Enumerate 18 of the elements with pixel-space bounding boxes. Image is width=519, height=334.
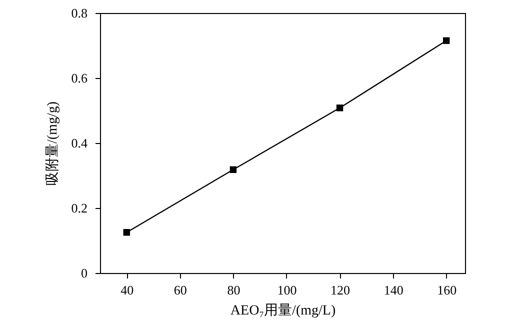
- point: [123, 229, 130, 236]
- point: [230, 166, 237, 174]
- point: [336, 104, 344, 112]
- x-tick-label: 160: [437, 282, 457, 298]
- y-tick-label: 0.8: [71, 6, 88, 20]
- y-tick-label: 0: [81, 266, 88, 280]
- x-tick-label: 60: [174, 282, 187, 298]
- x-tick-label: 120: [330, 282, 350, 298]
- x-tick-label: 40: [120, 282, 134, 298]
- x-tick-label: 140: [384, 282, 404, 298]
- y-tick-label: 0.6: [71, 70, 88, 86]
- y-axis-title: 吸附量/(mg/g): [44, 101, 60, 186]
- x-tick-label: 80: [227, 282, 240, 298]
- y-tick-label: 0.4: [71, 136, 88, 150]
- x-tick-label: 100: [277, 282, 297, 298]
- point: [442, 37, 450, 44]
- y-tick-label: 0.2: [71, 200, 88, 216]
- x-axis-title: AEO₇用量/(mg/L): [230, 304, 336, 318]
